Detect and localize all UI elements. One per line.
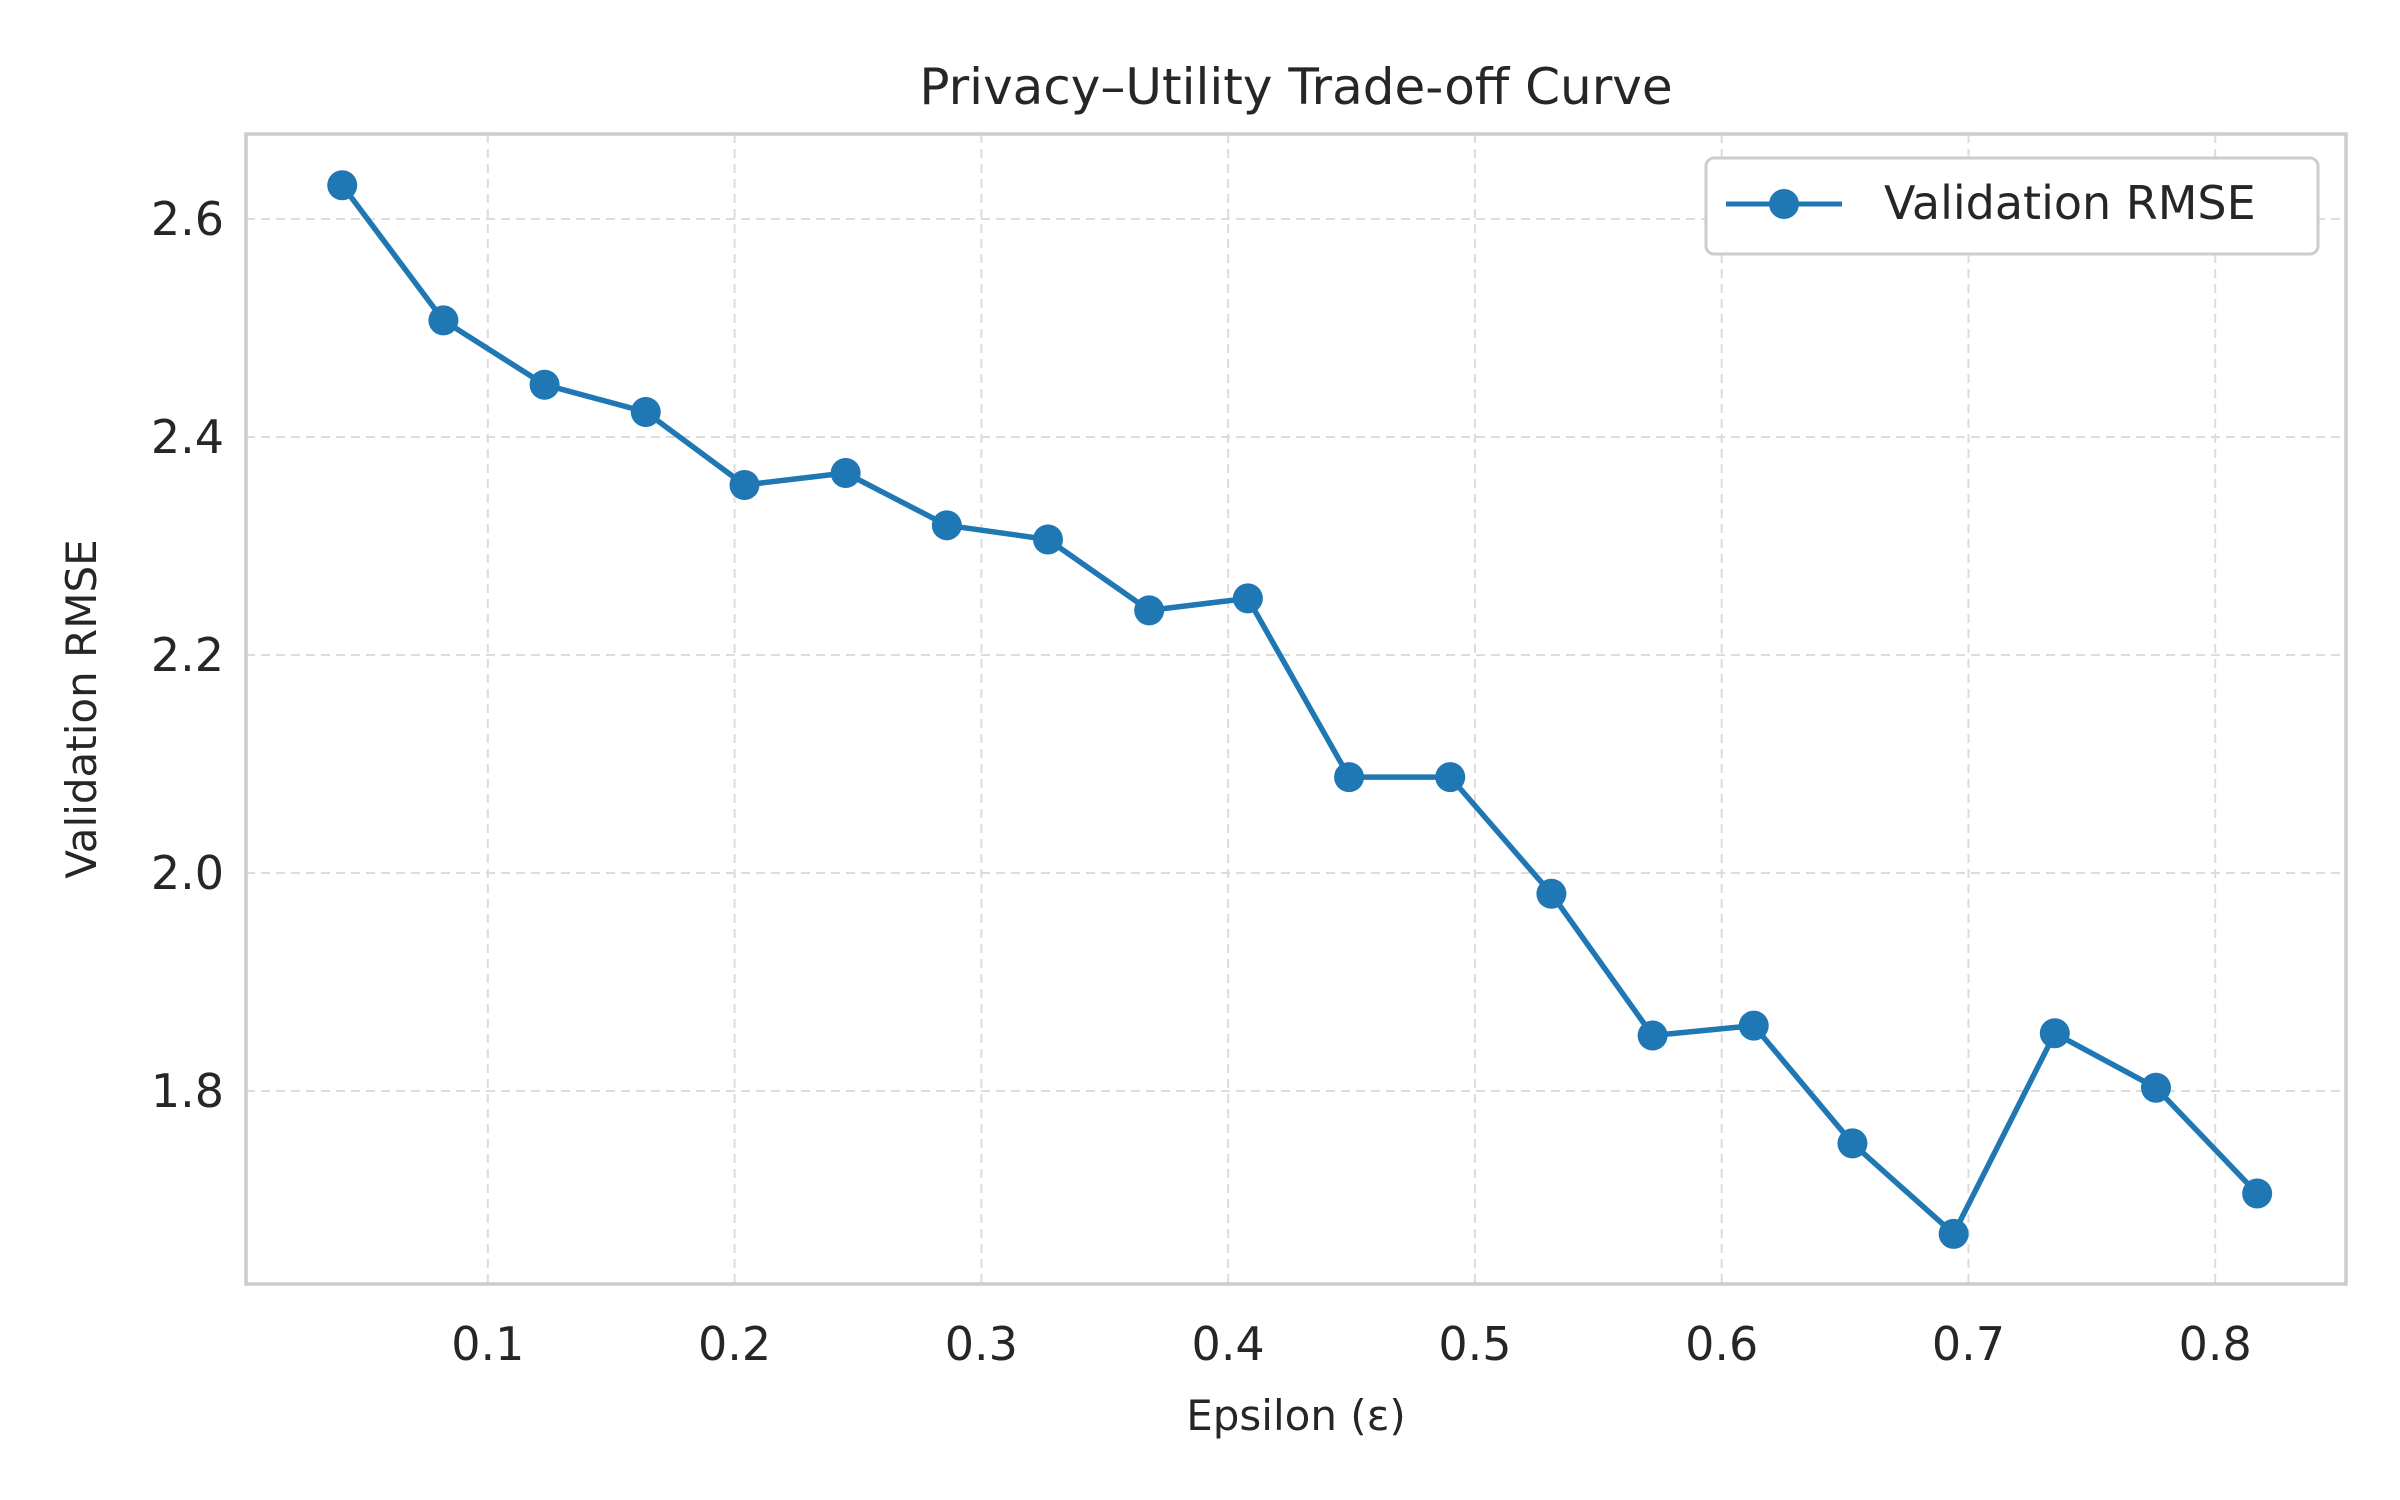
x-tick-label: 0.5 [1438, 1317, 1511, 1371]
data-point [729, 469, 760, 500]
data-point [1938, 1218, 1969, 1249]
grid [246, 134, 2346, 1284]
y-tick-label: 2.6 [151, 192, 224, 246]
chart-title: Privacy–Utility Trade-off Curve [919, 58, 1672, 116]
plot-frame [244, 132, 2348, 1286]
y-axis-ticks: 1.8 2.0 2.2 2.4 2.6 [151, 192, 224, 1118]
legend-box [1704, 156, 2320, 256]
y-tick-label: 2.4 [151, 410, 224, 464]
data-point [1637, 1020, 1668, 1051]
y-axis-label: Validation RMSE [57, 539, 106, 878]
data-point [1536, 878, 1567, 909]
data-point [1738, 1010, 1769, 1041]
x-tick-label: 0.2 [698, 1317, 771, 1371]
legend: Validation RMSE [1704, 156, 2320, 256]
x-tick-label: 0.6 [1685, 1317, 1758, 1371]
data-point [327, 170, 358, 201]
y-tick-label: 1.8 [151, 1064, 224, 1118]
legend-marker-swatch [1769, 189, 1799, 219]
data-point [1435, 762, 1466, 793]
data-point [1134, 595, 1165, 626]
data-point [2242, 1178, 2273, 1209]
data-point [2039, 1018, 2070, 1049]
y-tick-label: 2.2 [151, 628, 224, 682]
data-point [931, 510, 962, 541]
data-point [428, 305, 459, 336]
data-point [529, 369, 560, 400]
data-point [1232, 583, 1263, 614]
x-axis-ticks: 0.1 0.2 0.3 0.4 0.5 0.6 0.7 0.8 [451, 1317, 2252, 1371]
data-point [1837, 1128, 1868, 1159]
series-line [339, 182, 2260, 1237]
y-tick-label: 2.0 [151, 846, 224, 900]
x-tick-label: 0.8 [2179, 1317, 2252, 1371]
data-point [830, 458, 861, 489]
x-tick-label: 0.3 [945, 1317, 1018, 1371]
legend-label: Validation RMSE [1884, 176, 2256, 230]
data-point [630, 396, 661, 427]
data-point [1334, 762, 1365, 793]
series-layer [327, 170, 2273, 1249]
x-axis-label: Epsilon (ε) [1186, 1391, 1406, 1440]
x-tick-label: 0.4 [1192, 1317, 1265, 1371]
data-point [2140, 1072, 2171, 1103]
x-tick-label: 0.7 [1932, 1317, 2005, 1371]
data-point [1032, 524, 1063, 555]
x-tick-label: 0.1 [451, 1317, 524, 1371]
